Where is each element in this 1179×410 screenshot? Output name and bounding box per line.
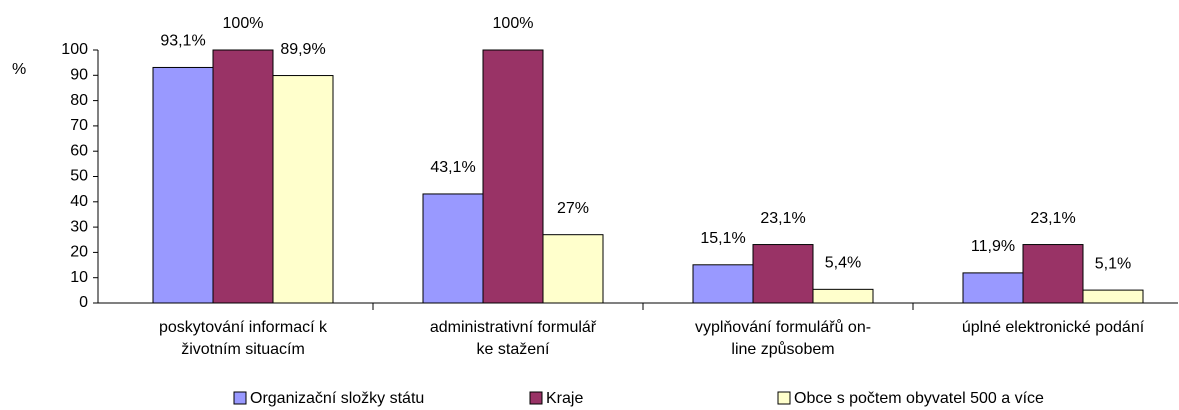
bar xyxy=(212,49,274,304)
value-label: 15,1% xyxy=(700,230,745,247)
bar xyxy=(482,49,544,304)
x-tick-label: poskytování informací k xyxy=(159,319,328,336)
x-tick-label: line způsobem xyxy=(731,340,834,358)
bar xyxy=(752,244,814,304)
bar xyxy=(1022,244,1084,304)
value-label: 11,9% xyxy=(971,238,1015,255)
bar xyxy=(812,288,874,304)
value-label: 89,9% xyxy=(280,41,325,58)
y-axis-label: % xyxy=(12,61,26,78)
x-tick-label: životním situacím xyxy=(181,341,305,358)
bar xyxy=(1082,289,1144,304)
y-tick-label: 40 xyxy=(70,193,88,210)
value-label: 43,1% xyxy=(430,159,475,176)
value-label: 5,1% xyxy=(1095,255,1131,272)
bar xyxy=(272,75,334,304)
legend-swatch xyxy=(529,391,543,405)
value-label: 100% xyxy=(493,15,534,32)
value-label: 27% xyxy=(557,200,589,217)
legend-swatch xyxy=(777,391,791,405)
y-tick-label: 100 xyxy=(61,41,88,58)
value-label: 23,1% xyxy=(1030,210,1075,227)
y-tick-label: 20 xyxy=(70,244,88,261)
legend-label: Obce s počtem obyvatel 500 a více xyxy=(794,390,1044,407)
y-tick-label: 10 xyxy=(70,269,88,286)
legend-swatch xyxy=(233,391,247,405)
bar xyxy=(422,193,484,304)
x-tick-label: administrativní formulář xyxy=(430,319,597,336)
bar xyxy=(152,66,214,304)
x-tick-label: vyplňování formulářů on- xyxy=(695,318,871,336)
y-tick-label: 80 xyxy=(70,92,88,109)
bar xyxy=(962,272,1024,304)
y-tick-label: 50 xyxy=(70,168,88,185)
y-tick-label: 0 xyxy=(79,294,88,311)
y-tick-label: 70 xyxy=(70,117,88,134)
y-tick-label: 30 xyxy=(70,218,88,235)
bar xyxy=(542,234,604,304)
x-tick-label: úplné elektronické podání xyxy=(962,319,1145,336)
value-label: 5,4% xyxy=(825,255,861,272)
x-tick-label: ke stažení xyxy=(477,341,550,358)
value-label: 23,1% xyxy=(760,210,805,227)
y-tick-label: 90 xyxy=(70,67,88,84)
value-label: 93,1% xyxy=(160,33,205,50)
bar xyxy=(692,264,754,304)
legend-label: Kraje xyxy=(546,390,583,407)
legend-label: Organizační složky státu xyxy=(250,390,424,407)
value-label: 100% xyxy=(223,15,264,32)
y-tick-label: 60 xyxy=(70,142,88,159)
